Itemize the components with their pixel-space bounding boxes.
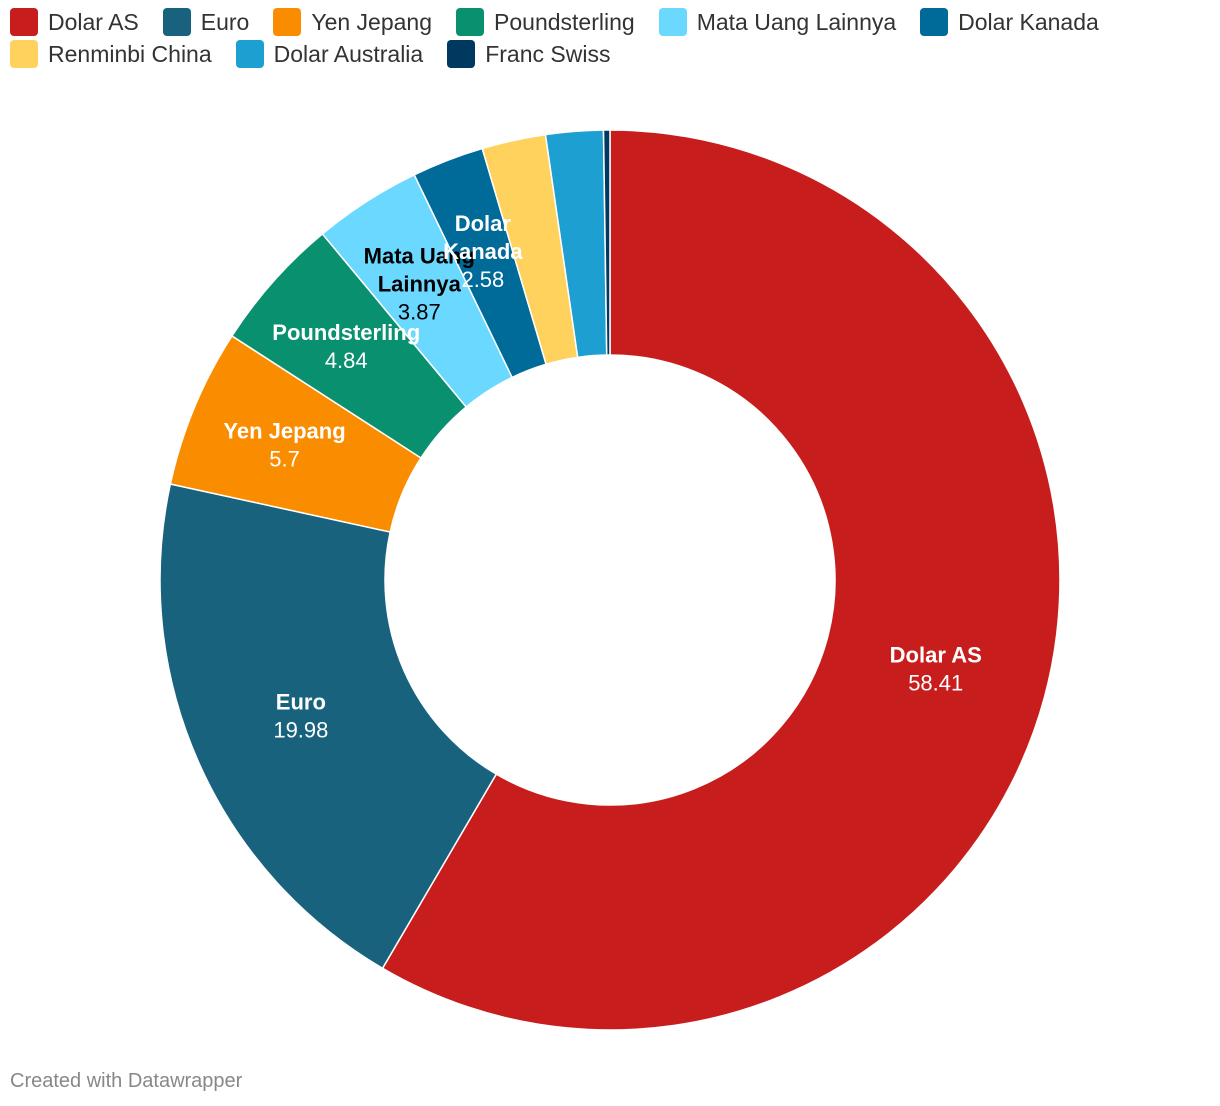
legend-label: Yen Jepang [311,8,433,35]
slice-label-value: 5.7 [269,447,300,472]
slice-label-name: Poundsterling [272,320,420,345]
footer-credit[interactable]: Created with Datawrapper [10,1070,243,1092]
slice-label-name: Euro [276,689,326,714]
legend-label: Mata Uang Lainnya [696,8,897,35]
legend-swatch [456,8,485,36]
slice-label-name: Dolar AS [890,642,982,667]
slice-label-value: 3.87 [398,300,441,325]
legend-label: Renminbi China [48,40,212,67]
slice-franc-swiss[interactable] [602,129,611,356]
legend-label: Euro [200,8,250,35]
legend-item-euro[interactable]: Euro [162,8,250,36]
legend-item-dolar-as[interactable]: Dolar AS [10,8,139,36]
legend-swatch [920,8,949,36]
legend-label: Franc Swiss [485,40,611,67]
slice-label-name: Lainnya [378,272,462,297]
legend-swatch [658,8,687,36]
legend-item-franc-swiss[interactable]: Franc Swiss [447,40,610,68]
legend-label: Dolar Kanada [958,8,1099,35]
slice-euro[interactable] [159,483,498,970]
legend-item-dolar-kanada[interactable]: Dolar Kanada [920,8,1099,36]
legend-item-renminbi-china[interactable]: Renminbi China [10,40,212,68]
legend-label: Poundsterling [494,8,635,35]
legend-item-mata-uang-lainnya[interactable]: Mata Uang Lainnya [658,8,897,36]
legend-swatch [162,8,191,36]
slice-dolar-as[interactable] [381,129,1061,1031]
legend-label: Dolar AS [48,8,139,35]
slice-label-name: Dolar [455,211,512,236]
legend-swatch [447,40,476,68]
slice-label-value: 58.41 [908,670,963,695]
legend-swatch [10,8,38,36]
legend-swatch [235,40,264,68]
slice-label-name: Kanada [443,239,523,264]
slice-label-name: Yen Jepang [223,419,345,444]
slice-label-name: Mata Uang [364,244,475,269]
slice-label-value: 19.98 [273,717,328,742]
legend-swatch [10,40,38,68]
slice-label-value: 4.84 [325,348,368,373]
legend-item-dolar-australia[interactable]: Dolar Australia [235,40,424,68]
legend-swatch [273,8,302,36]
legend-item-poundsterling[interactable]: Poundsterling [456,8,635,36]
legend-item-yen-jepang[interactable]: Yen Jepang [273,8,432,36]
chart-legend: Dolar AS Euro Yen Jepang Poundsterling Mata … [10,8,1210,68]
slice-label-value: 2.58 [461,267,504,292]
legend-label: Dolar Australia [273,40,424,67]
